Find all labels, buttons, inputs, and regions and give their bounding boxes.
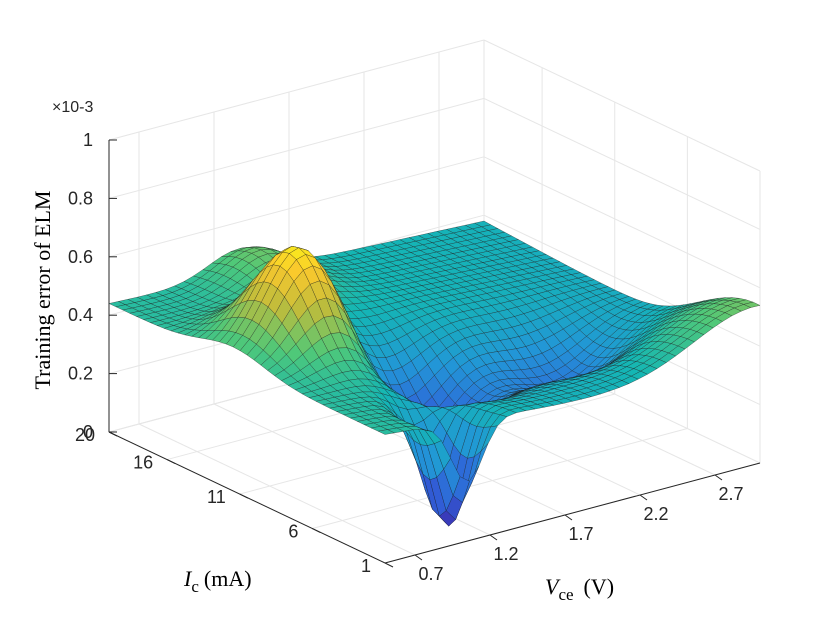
grid-line-wall-z <box>483 97 761 230</box>
x-axis-line <box>384 462 761 564</box>
axis-lines <box>108 139 761 568</box>
grid-line-wall-z <box>108 97 485 199</box>
y-tick-mark <box>166 459 176 465</box>
grid-line-floor-y <box>312 428 688 530</box>
z-tick-label: 0.6 <box>68 247 93 267</box>
x-axis-label: Vce (V) <box>545 574 614 604</box>
y-tick-label: 6 <box>288 522 298 542</box>
surface-mesh <box>108 220 761 527</box>
z-tick-label: 1 <box>83 130 93 150</box>
y-tick-label: 16 <box>133 453 153 473</box>
y-tick-mark <box>384 562 394 568</box>
x-tick-mark <box>714 474 723 481</box>
x-tick-mark <box>564 514 573 521</box>
y-tick-label: 20 <box>75 425 95 445</box>
y-axis-label-sub: c <box>191 577 199 596</box>
x-axis-label-sub: ce <box>558 585 573 604</box>
z-tick-label: 0.2 <box>68 364 93 384</box>
x-tick-mark <box>414 554 423 561</box>
y-tick-mark <box>108 431 118 437</box>
grid-line-wall-z <box>483 39 761 172</box>
z-axis-label: Training error of ELM <box>30 191 55 390</box>
x-tick-label: 1.2 <box>493 544 518 564</box>
z-tick-labels: 0 0.2 0.4 0.6 0.8 1 <box>68 130 93 442</box>
x-tick-label: 2.2 <box>643 504 668 524</box>
x-axis-label-main: V <box>545 574 561 599</box>
x-tick-mark <box>489 534 498 541</box>
x-axis-label-unit: (V) <box>584 574 615 599</box>
y-tick-mark <box>312 528 321 533</box>
z-tick-label: 0.8 <box>68 188 93 208</box>
grid-line-wall-z <box>108 156 485 258</box>
x-tick-label: 1.7 <box>568 524 593 544</box>
y-axis-label-unit: (mA) <box>204 566 252 591</box>
y-tick-label: 11 <box>207 487 226 507</box>
y-axis-label: Ic (mA) <box>183 566 252 596</box>
x-tick-labels: 0.7 1.2 1.7 2.2 2.7 <box>418 484 743 584</box>
y-tick-mark <box>239 493 248 499</box>
y-tick-label: 1 <box>361 556 371 576</box>
grid-line-wall-z <box>108 39 485 141</box>
x-tick-mark <box>639 494 648 501</box>
z-tick-label: 0.4 <box>68 305 93 325</box>
x-tick-label: 0.7 <box>418 564 443 584</box>
y-axis-label-main: I <box>183 566 193 591</box>
z-exponent-label: ×10-3 <box>52 99 93 116</box>
x-tick-label: 2.7 <box>718 484 743 504</box>
grid-line-wall-z <box>483 156 761 289</box>
grid-line-floor-x <box>138 423 416 556</box>
z-tick-label: 0 <box>83 422 93 442</box>
surface-face <box>377 429 395 435</box>
